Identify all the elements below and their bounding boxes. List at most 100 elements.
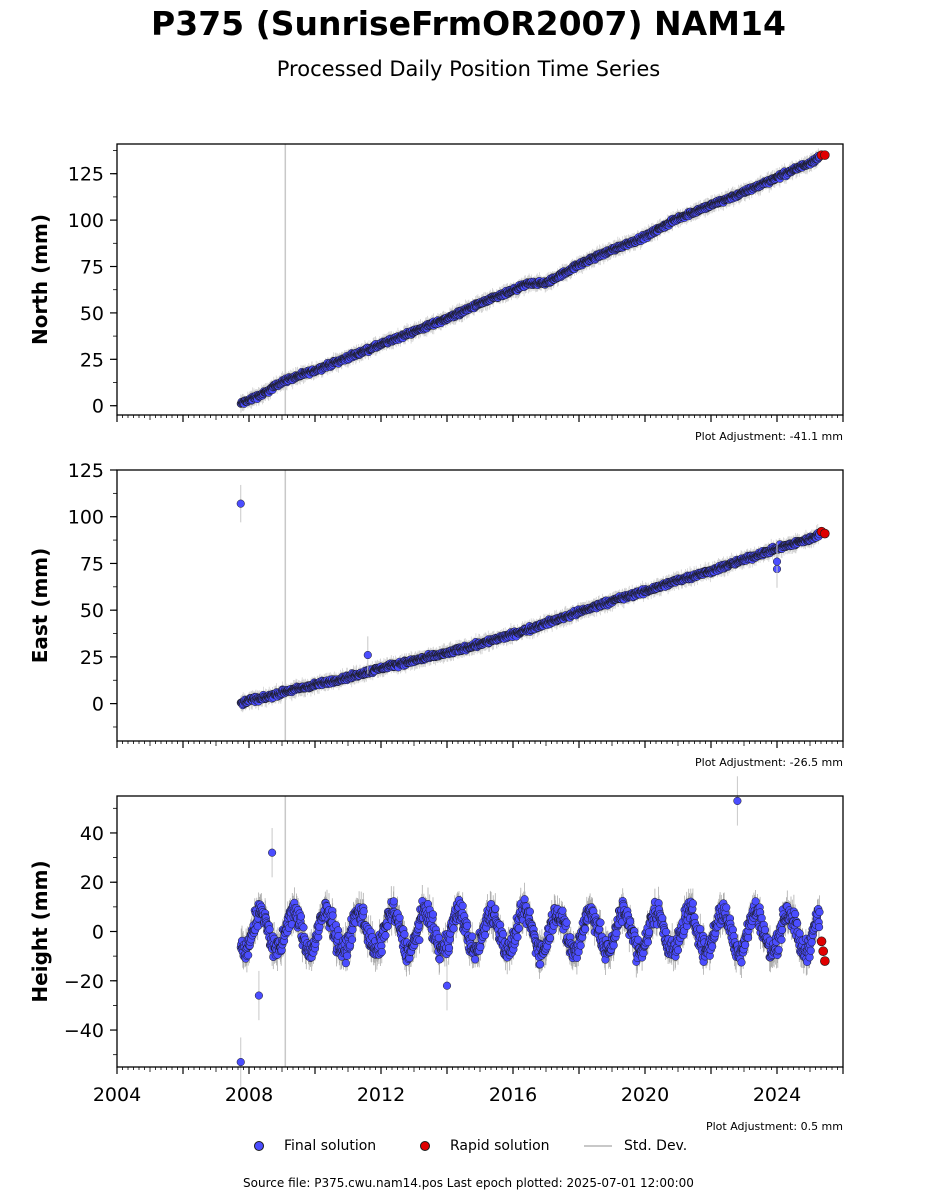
rapid-point — [820, 528, 830, 539]
y-axis-label: Height (mm) — [28, 860, 52, 1002]
final-point — [558, 906, 567, 915]
final-point — [708, 942, 717, 951]
final-point — [480, 931, 490, 940]
legend-final: Final solution — [254, 1138, 376, 1154]
final-point — [296, 912, 306, 921]
final-point — [536, 960, 545, 969]
x-tick-label: 2012 — [357, 1084, 405, 1106]
y-tick-label: 0 — [92, 922, 104, 944]
final-point — [815, 908, 824, 917]
y-tick-label: 100 — [68, 210, 104, 232]
final-point — [491, 904, 500, 913]
y-tick-label: 0 — [92, 396, 104, 418]
legend-final-marker — [254, 1141, 264, 1151]
final-point — [673, 946, 683, 955]
final-point — [645, 928, 654, 937]
chart-subtitle: Processed Daily Position Time Series — [276, 57, 661, 81]
final-point — [757, 914, 766, 923]
final-point — [389, 897, 398, 906]
legend-stddev-line — [584, 1145, 612, 1147]
final-point — [807, 938, 816, 947]
y-tick-label: 25 — [80, 349, 104, 371]
final-point — [348, 925, 357, 934]
legend-stddev-label: Std. Dev. — [624, 1138, 688, 1154]
final-point — [400, 930, 409, 939]
final-point — [428, 910, 438, 919]
final-point — [343, 951, 352, 960]
y-tick-label: 50 — [80, 303, 104, 325]
final-point — [741, 940, 750, 949]
final-point — [696, 924, 705, 934]
final-point — [774, 945, 783, 954]
final-point — [514, 924, 523, 933]
final-point — [576, 941, 585, 950]
final-point — [777, 935, 786, 944]
legend-rapid-marker — [420, 1141, 430, 1151]
outlier-point — [236, 499, 245, 508]
legend-stddev: Std. Dev. — [584, 1138, 687, 1154]
final-point — [688, 899, 697, 908]
final-point — [791, 909, 800, 919]
rapid-point — [818, 946, 829, 957]
final-point — [562, 918, 571, 927]
final-solution-points — [236, 528, 824, 710]
outlier-point — [236, 1058, 245, 1067]
y-tick-label: 40 — [80, 823, 104, 845]
y-tick-label: 100 — [68, 507, 104, 529]
final-point — [328, 911, 337, 920]
plot-adjustment: Plot Adjustment: 0.5 mm — [706, 1120, 843, 1133]
x-tick-label: 2016 — [489, 1084, 537, 1106]
y-axis-label: East (mm) — [28, 548, 52, 664]
outlier-point — [254, 991, 263, 1000]
outlier-point — [442, 981, 452, 990]
final-point — [499, 930, 508, 939]
final-point — [468, 932, 477, 941]
final-point — [463, 921, 472, 930]
final-point — [777, 925, 787, 935]
final-point — [395, 913, 404, 922]
x-tick-label: 2008 — [225, 1084, 273, 1106]
final-point — [513, 933, 522, 942]
final-point — [415, 936, 424, 945]
y-tick-label: 125 — [68, 460, 104, 482]
rapid-point — [820, 956, 830, 966]
final-point — [435, 955, 444, 964]
y-tick-label: −20 — [64, 971, 104, 993]
final-point — [795, 929, 804, 938]
plot-adjustment: Plot Adjustment: -41.1 mm — [695, 430, 843, 443]
final-point — [359, 907, 368, 916]
final-point — [805, 953, 814, 962]
legend-rapid-label: Rapid solution — [450, 1138, 550, 1154]
final-point — [581, 925, 590, 934]
outlier-point — [268, 848, 277, 857]
legend-final-label: Final solution — [284, 1138, 377, 1154]
plot-adjustment: Plot Adjustment: -26.5 mm — [695, 756, 843, 769]
x-tick-label: 2024 — [753, 1084, 801, 1106]
final-point — [449, 924, 458, 933]
final-point — [265, 925, 274, 934]
outlier-point — [733, 796, 742, 805]
final-point — [661, 927, 671, 936]
final-point — [341, 959, 350, 968]
final-point — [525, 907, 534, 916]
source-footer: Source file: P375.cwu.nam14.pos Last epo… — [243, 1176, 694, 1190]
y-tick-label: 0 — [92, 694, 104, 716]
y-tick-label: −40 — [64, 1020, 104, 1042]
final-point — [348, 935, 357, 944]
final-point — [445, 943, 454, 953]
final-solution-points — [236, 151, 824, 408]
final-point — [626, 917, 635, 926]
y-tick-label: 75 — [80, 553, 104, 575]
y-tick-label: 50 — [80, 600, 104, 622]
final-point — [596, 918, 605, 927]
final-point — [377, 947, 386, 957]
final-point — [471, 955, 480, 964]
final-point — [546, 934, 555, 943]
final-solution-points — [236, 895, 824, 969]
legend-rapid: Rapid solution — [420, 1138, 550, 1154]
final-point — [595, 925, 604, 934]
final-point — [760, 925, 770, 934]
plot-frame — [116, 469, 844, 742]
final-point — [737, 958, 746, 967]
